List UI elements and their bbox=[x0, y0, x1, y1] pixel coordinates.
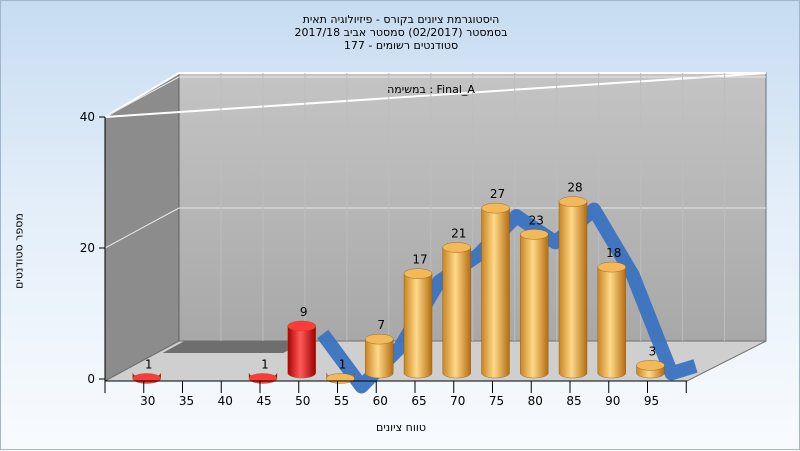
chart-title-line1: היסטוגרמת ציונים בקורס - פיזיולוגיה תאית bbox=[302, 13, 500, 26]
chart-title-line3: סטודנטים רשומים - 177 bbox=[343, 39, 459, 52]
x-tick-label: 85 bbox=[566, 394, 581, 408]
chart-title-line2: בסמסטר (02/2017) סמסטר אביב 2017/18 bbox=[294, 26, 508, 39]
gridlines bbox=[104, 73, 766, 341]
bar-value-label: 18 bbox=[606, 246, 621, 260]
task-annotation: במשימה : Final_A bbox=[387, 83, 475, 96]
bar-value-label: 17 bbox=[412, 253, 427, 267]
x-tick-label: 95 bbox=[644, 394, 659, 408]
bar bbox=[520, 229, 549, 379]
y-tick-label: 20 bbox=[80, 241, 95, 255]
bar-value-label: 1 bbox=[261, 357, 269, 371]
bar bbox=[636, 360, 665, 379]
x-tick-label: 80 bbox=[528, 394, 543, 408]
bar bbox=[365, 333, 394, 379]
gridline bbox=[104, 207, 180, 249]
x-tick-label: 70 bbox=[450, 394, 465, 408]
bar-value-label: 7 bbox=[377, 318, 385, 332]
bar-value-label: 27 bbox=[490, 187, 505, 201]
axes: 0 20 40 30 35 40 45 50 55 60 65 70 75 80 85 90 95 bbox=[80, 110, 687, 408]
x-tick-label: 45 bbox=[256, 394, 271, 408]
gridline bbox=[104, 76, 180, 118]
bar bbox=[403, 268, 433, 379]
bar bbox=[287, 320, 316, 379]
x-tick-label: 40 bbox=[218, 394, 233, 408]
x-axis-label: טווח ציונים bbox=[376, 421, 426, 434]
bar-value-label: 1 bbox=[339, 357, 347, 371]
x-tick-label: 65 bbox=[411, 394, 426, 408]
bar-value-label: 1 bbox=[145, 357, 153, 371]
bar bbox=[481, 202, 510, 379]
x-tick-label: 35 bbox=[179, 394, 194, 408]
x-tick-label: 75 bbox=[489, 394, 504, 408]
x-tick-label: 50 bbox=[295, 394, 310, 408]
bar-value-label: 23 bbox=[529, 213, 544, 227]
y-axis-label: מספר סטודנטים bbox=[12, 213, 26, 289]
x-tick-label: 90 bbox=[605, 394, 620, 408]
y-tick-label: 40 bbox=[80, 110, 95, 124]
bar-value-label: 21 bbox=[451, 226, 466, 240]
x-tick-label: 30 bbox=[140, 394, 155, 408]
bar-value-label: 9 bbox=[300, 305, 308, 319]
y-tick-label: 0 bbox=[87, 372, 95, 386]
bar bbox=[597, 261, 626, 379]
x-tick-label: 60 bbox=[373, 394, 388, 408]
bar bbox=[442, 242, 471, 379]
left-wall bbox=[104, 72, 180, 382]
bar-value-label: 28 bbox=[567, 181, 582, 195]
x-tick-label: 55 bbox=[334, 394, 349, 408]
bar-value-label: 3 bbox=[649, 344, 657, 358]
empty-bar-slots bbox=[162, 341, 306, 353]
bar bbox=[558, 196, 588, 379]
empty-slot bbox=[162, 341, 306, 353]
